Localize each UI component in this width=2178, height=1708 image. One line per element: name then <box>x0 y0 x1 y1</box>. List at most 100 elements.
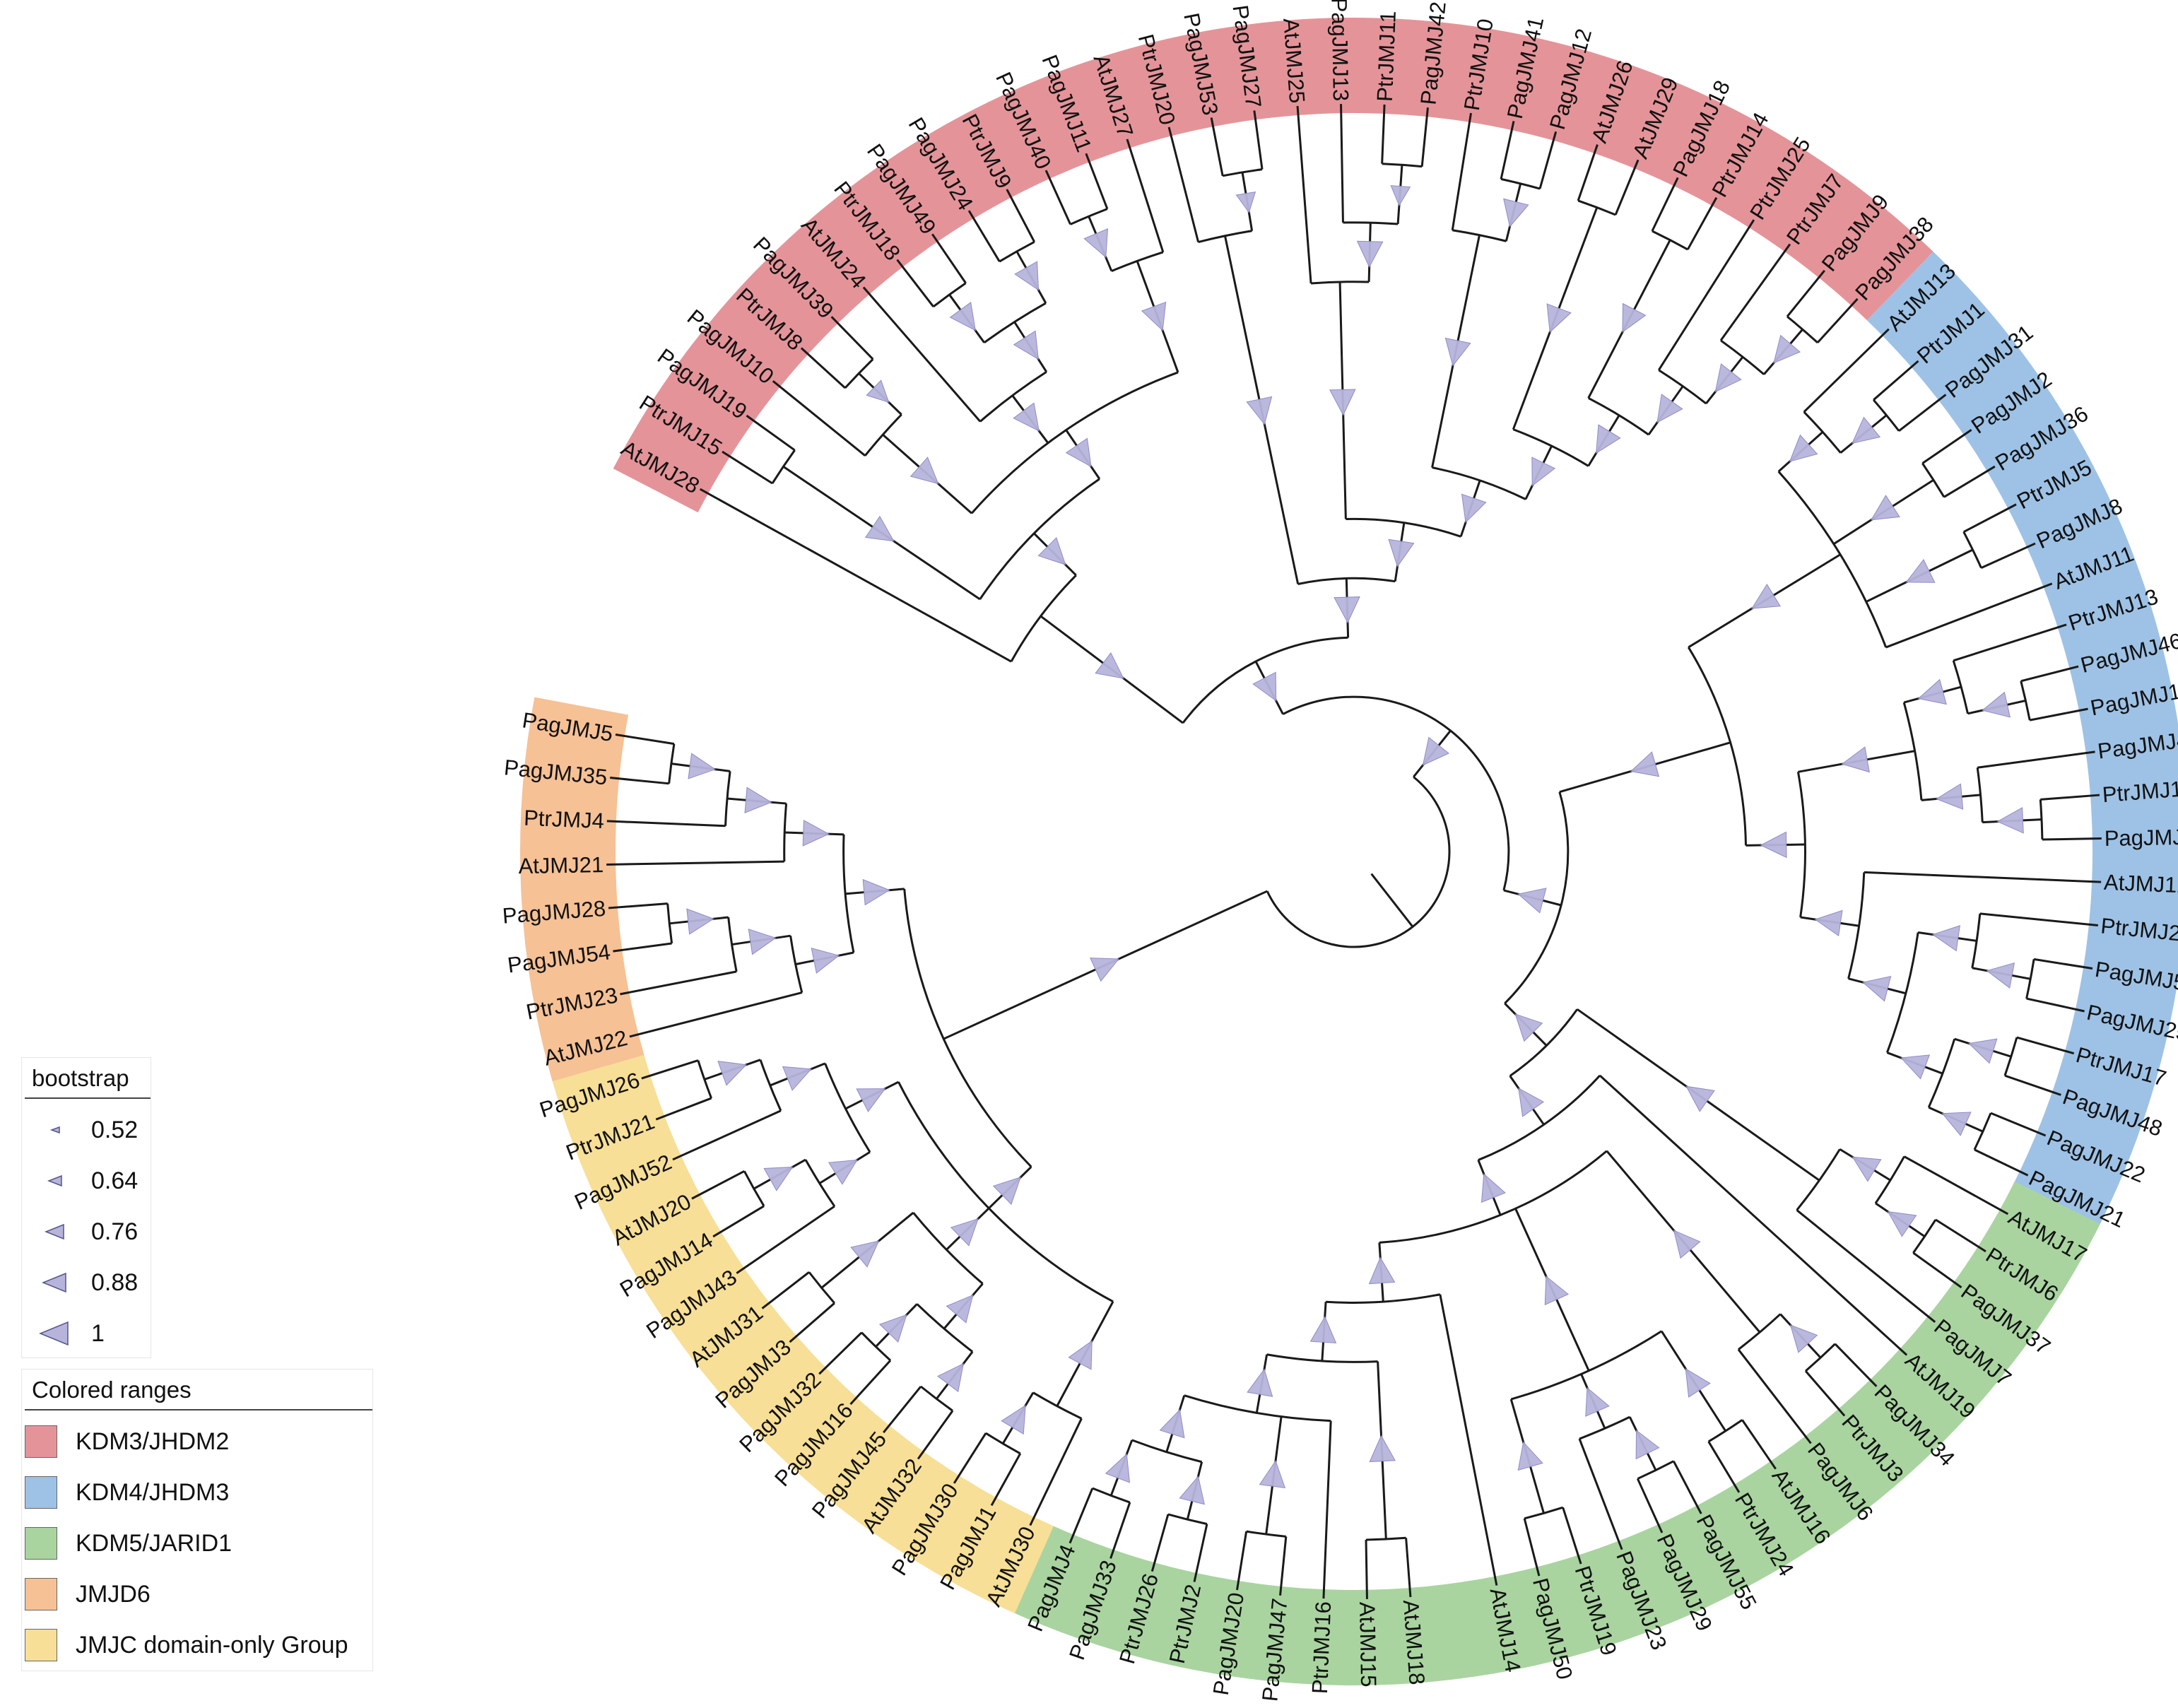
bootstrap-marker <box>1334 596 1360 624</box>
branch-segment <box>699 488 1012 663</box>
branch-arc <box>1652 230 1688 251</box>
clade-range-sector <box>1004 1181 2100 1686</box>
branch-arc <box>1962 531 1982 569</box>
branch-segment <box>1980 542 2036 569</box>
branch-arc <box>808 1271 835 1304</box>
legend-divider <box>25 1097 151 1099</box>
branch-segment <box>1578 1438 1623 1550</box>
bootstrap-marker <box>1235 191 1256 213</box>
branch-segment <box>931 233 967 284</box>
branch-segment <box>672 1109 782 1161</box>
branch-segment <box>883 1386 922 1434</box>
bootstrap-legend-item: 0.52 <box>22 1105 151 1155</box>
branch-arc <box>864 413 902 457</box>
branch-segment <box>615 734 675 746</box>
branch-arc <box>979 370 1047 423</box>
bootstrap-marker <box>1622 302 1647 333</box>
branch-segment <box>1786 269 1825 317</box>
range-legend-item: KDM4/JHDM3 <box>22 1467 372 1518</box>
branch-arc <box>824 1063 871 1153</box>
range-legend-item: KDM5/JARID1 <box>22 1518 372 1569</box>
branch-segment <box>818 1331 863 1375</box>
bootstrap-marker <box>688 753 717 779</box>
branch-segment <box>953 1432 987 1484</box>
tip-label: PtrJMJ11 <box>1372 11 1401 102</box>
bootstrap-marker <box>862 878 890 906</box>
branch-segment <box>1637 1478 1664 1533</box>
branch-segment <box>1279 1536 1288 1596</box>
branch-segment <box>1990 1112 2047 1137</box>
bootstrap-marker <box>1329 389 1356 416</box>
bootstrap-marker <box>1996 807 2024 834</box>
branch-segment <box>1296 105 1312 284</box>
clade-range-sector <box>520 697 644 1082</box>
branch-arc <box>1777 471 1888 648</box>
branch-segment <box>613 942 672 953</box>
branch-arc <box>1912 1219 1937 1254</box>
branch-segment <box>1365 1539 1368 1599</box>
branch-segment <box>1898 394 1947 432</box>
bootstrap-marker <box>1905 558 1936 583</box>
bootstrap-marker <box>1369 1435 1396 1462</box>
branch-segment <box>1538 131 1558 189</box>
branch-segment <box>1979 912 2098 926</box>
bootstrap-marker <box>1936 783 1964 810</box>
branch-segment <box>1069 1488 1094 1544</box>
branch-segment <box>1864 871 2102 883</box>
bootstrap-marker <box>937 1362 964 1393</box>
bootstrap-marker <box>717 1061 748 1086</box>
branch-segment <box>761 1271 810 1309</box>
branch-segment <box>1741 1419 1777 1470</box>
branch-segment <box>1500 121 1515 179</box>
branch-arc <box>743 1170 765 1207</box>
bootstrap-marker <box>1630 751 1660 777</box>
bootstrap-legend-item: 0.76 <box>22 1206 151 1257</box>
branch-segment <box>641 1059 699 1080</box>
bootstrap-marker <box>1013 402 1040 432</box>
bootstrap-marker-icon <box>39 1321 69 1346</box>
branch-segment <box>1614 159 1640 216</box>
branch-arc <box>759 1059 782 1112</box>
branch-segment <box>1796 1209 1936 1323</box>
branch-arc <box>1010 574 1077 662</box>
legend-divider <box>25 1409 372 1410</box>
branch-segment <box>2040 794 2100 801</box>
branch-arc <box>1952 660 1969 714</box>
branch-segment <box>1340 104 1344 223</box>
bootstrap-marker <box>1356 240 1384 268</box>
bootstrap-value: 0.88 <box>91 1268 139 1296</box>
branch-segment <box>849 1360 892 1406</box>
branch-segment <box>917 1410 954 1460</box>
branch-arc <box>1847 872 1866 979</box>
branch-arc <box>903 888 1032 1168</box>
bootstrap-marker-icon <box>42 1272 66 1293</box>
bootstrap-marker <box>744 787 772 813</box>
bootstrap-marker <box>1517 1441 1543 1471</box>
bootstrap-marker <box>1444 337 1471 367</box>
branch-arc <box>920 1385 953 1412</box>
bootstrap-marker <box>1481 1173 1506 1203</box>
branch-segment <box>1707 1441 1741 1493</box>
branch-arc <box>1070 208 1108 225</box>
branch-segment <box>967 210 1001 262</box>
branch-arc <box>897 1081 1114 1303</box>
branch-arc <box>2039 799 2044 840</box>
branch-segment <box>1737 1348 1812 1444</box>
branch-segment <box>1439 1294 1498 1586</box>
bootstrap-marker <box>1773 334 1801 364</box>
branch-arc <box>1326 1293 1441 1304</box>
branch-arc <box>985 1432 1021 1455</box>
bootstrap-marker <box>1368 1256 1396 1285</box>
branch-arc <box>1131 1439 1203 1463</box>
branch-segment <box>1657 219 1755 371</box>
bootstrap-marker <box>1596 424 1621 454</box>
range-swatch <box>25 1578 57 1610</box>
branch-segment <box>1804 1370 1846 1417</box>
branch-arc <box>1478 1074 1601 1161</box>
branch-segment <box>1963 503 2017 534</box>
branch-arc <box>1707 1419 1743 1443</box>
bootstrap-marker <box>856 1088 886 1112</box>
bootstrap-marker <box>1917 678 1947 705</box>
bootstrap-marker <box>878 1314 907 1343</box>
